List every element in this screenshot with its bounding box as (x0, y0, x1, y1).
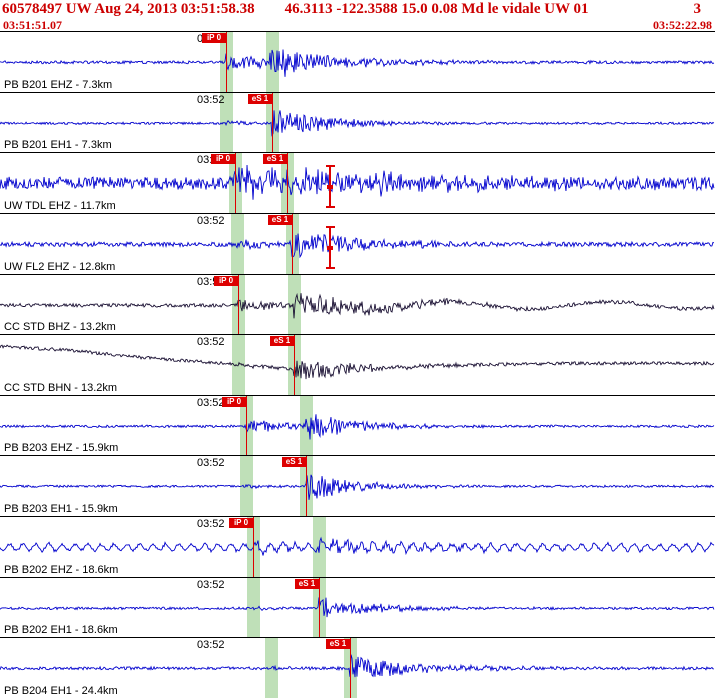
time-tick-label: 03:52 (197, 518, 225, 531)
trace-panel[interactable]: 03:52 PB B202 EH1 - 18.6km eS 1 (0, 576, 715, 638)
time-tick-label: 03:52 (197, 336, 225, 349)
pick-time-line (226, 32, 227, 92)
station-label: UW FL2 EHZ - 12.8km (4, 260, 116, 273)
pick-time-line (238, 274, 239, 335)
phase-pick-flag[interactable]: eS 1 (282, 457, 306, 468)
trace-panel[interactable]: 03:52 PB B201 EHZ - 7.3km iP 0 (0, 31, 715, 92)
station-label: CC STD BHN - 13.2km (4, 381, 118, 394)
time-tick-label: 03:52 (197, 214, 225, 227)
waveform[interactable] (0, 396, 715, 456)
station-label: PB B202 EHZ - 18.6km (4, 563, 119, 576)
waveform[interactable] (0, 638, 715, 698)
phase-pick-flag[interactable]: eS 1 (268, 214, 292, 225)
header: 60578497 UW Aug 24, 2013 03:51:58.38 46.… (0, 0, 715, 33)
trace-panel[interactable]: 03:52 UW TDL EHZ - 11.7km iP 0eS 1 (0, 152, 715, 213)
phase-window-band (219, 92, 233, 153)
time-tick-label: 03:52 (197, 396, 225, 409)
trace-area: 03:52 PB B201 EHZ - 7.3km iP 0 03:52 PB … (0, 31, 715, 698)
time-tick-label: 03:52 (197, 457, 225, 470)
station-label: UW TDL EHZ - 11.7km (4, 199, 116, 212)
pick-time-line (287, 153, 288, 213)
pick-time-line (272, 92, 273, 153)
phase-pick-flag[interactable]: iP 0 (202, 33, 226, 43)
waveform[interactable] (0, 517, 715, 577)
origin-summary: 46.3113 -122.3588 15.0 0.08 Md le vidale… (284, 1, 589, 17)
trace-panel[interactable]: 03:52 CC STD BHZ - 13.2km iP 0 (0, 273, 715, 335)
phase-pick-flag[interactable]: iP 0 (222, 396, 246, 407)
time-tick-label: 03:52 (197, 639, 225, 652)
trace-count: 3 (693, 1, 702, 17)
station-label: CC STD BHZ - 13.2km (4, 321, 116, 334)
pick-time-line (319, 577, 320, 638)
station-label: PB B203 EH1 - 15.9km (4, 503, 118, 516)
window-end-time: 03:52:22.98 (653, 18, 712, 32)
waveform[interactable] (0, 32, 715, 92)
phase-window-band (312, 517, 326, 577)
phase-pick-flag[interactable]: iP 0 (214, 275, 238, 286)
trace-panel[interactable]: 03:52 CC STD BHN - 13.2km eS 1 (0, 334, 715, 395)
pick-time-line (235, 153, 236, 213)
waveform[interactable] (0, 335, 715, 395)
phase-pick-flag[interactable]: eS 1 (326, 639, 350, 650)
pick-time-line (292, 213, 293, 274)
phase-pick-flag[interactable]: eS 1 (295, 578, 319, 589)
phase-pick-flag[interactable]: eS 1 (270, 336, 294, 347)
phase-window-band (265, 32, 279, 92)
event-header-row: 60578497 UW Aug 24, 2013 03:51:58.38 46.… (0, 0, 715, 18)
phase-pick-flag[interactable]: eS 1 (248, 93, 272, 104)
time-window-row: 03:51:51.07 03:52:22.98 (0, 18, 715, 33)
pick-time-line (350, 638, 351, 698)
station-label: PB B201 EHZ - 7.3km (4, 78, 113, 91)
trace-panel[interactable]: 03:52 PB B203 EH1 - 15.9km eS 1 (0, 455, 715, 517)
pick-time-line (306, 456, 307, 517)
window-start-time: 03:51:51.07 (3, 18, 62, 32)
pick-time-line (294, 335, 295, 395)
trace-panel[interactable]: 03:52 PB B203 EHZ - 15.9km iP 0 (0, 394, 715, 456)
phase-pick-flag[interactable]: iP 0 (229, 518, 253, 529)
station-label: PB B201 EH1 - 7.3km (4, 139, 112, 152)
waveform[interactable] (0, 93, 715, 153)
waveform[interactable] (0, 578, 715, 638)
waveform[interactable] (0, 214, 715, 274)
station-label: PB B204 EH1 - 24.4km (4, 684, 118, 697)
event-summary: 60578497 UW Aug 24, 2013 03:51:58.38 (2, 1, 255, 17)
phase-window-band (230, 213, 244, 274)
waveform[interactable] (0, 456, 715, 516)
phase-pick-flag[interactable]: eS 1 (263, 154, 287, 165)
trace-panel[interactable]: 03:52 PB B202 EHZ - 18.6km iP 0 (0, 516, 715, 577)
phase-pick-flag[interactable]: iP 0 (211, 154, 235, 165)
pick-time-line (246, 395, 247, 456)
waveform[interactable] (0, 153, 715, 213)
station-label: PB B202 EH1 - 18.6km (4, 624, 118, 637)
trace-panel[interactable]: 03:52 PB B201 EH1 - 7.3km eS 1 (0, 91, 715, 153)
station-label: PB B203 EHZ - 15.9km (4, 442, 119, 455)
waveform[interactable] (0, 275, 715, 335)
trace-panel[interactable]: 03:52 PB B204 EH1 - 24.4km eS 1 (0, 637, 715, 698)
pick-time-line (253, 517, 254, 577)
trace-panel[interactable]: 03:52 UW FL2 EHZ - 12.8km eS 1 (0, 212, 715, 274)
time-tick-label: 03:52 (197, 93, 225, 106)
phase-window-band (299, 395, 313, 456)
time-tick-label: 03:52 (197, 578, 225, 591)
phase-window-band (287, 274, 301, 335)
